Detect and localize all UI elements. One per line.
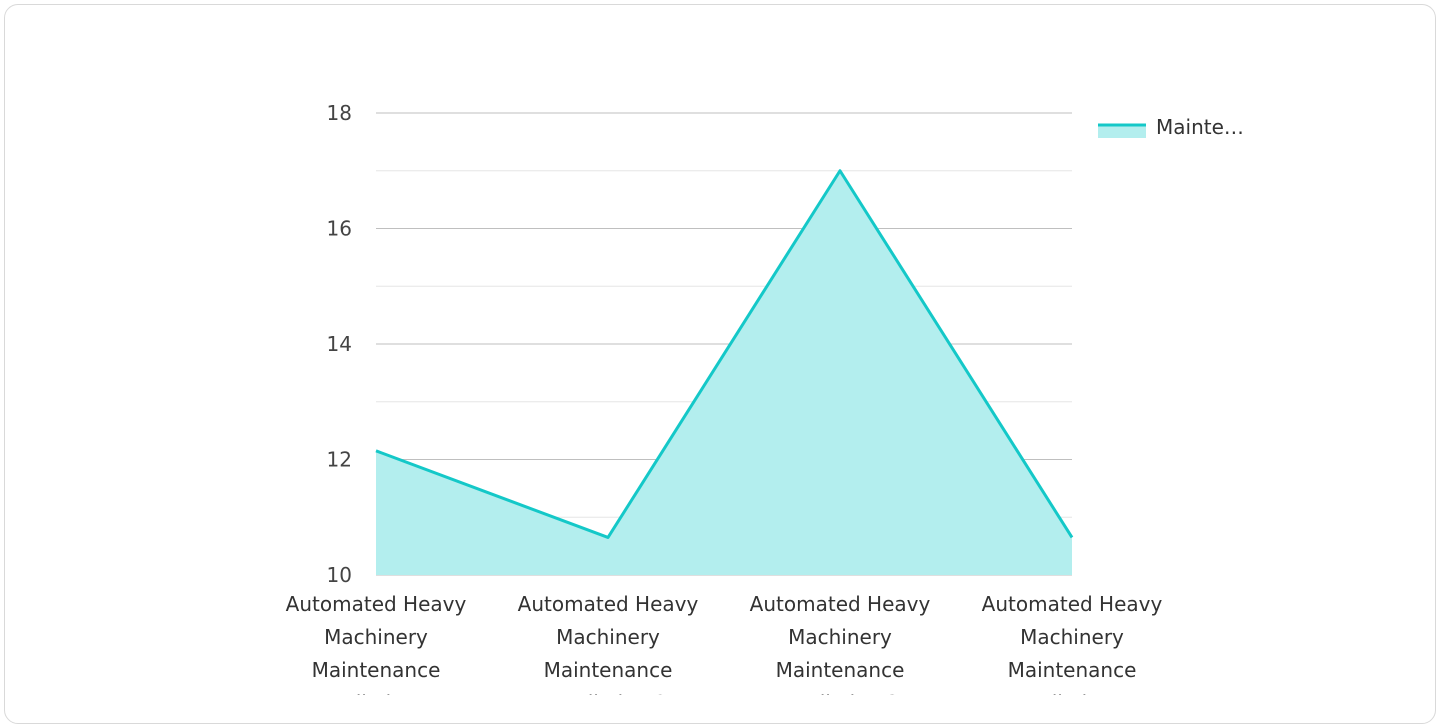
legend-item-label: Mainte… <box>1156 115 1244 139</box>
y-tick-label: 16 <box>327 217 352 241</box>
x-tick-label: Automated HeavyMachineryMaintenancePredi… <box>286 592 467 695</box>
series-area <box>376 170 1072 575</box>
x-tick-label: Automated HeavyMachineryMaintenancePredi… <box>750 592 931 695</box>
legend[interactable]: Mainte… <box>1098 115 1244 139</box>
area-chart: 10 12 14 16 18 Automated Heavy Machinery Maint… <box>286 101 1244 695</box>
x-tick-label: Automated HeavyMachineryMaintenancePredi… <box>982 592 1163 695</box>
legend-swatch-fill <box>1098 124 1146 138</box>
y-tick-label: 14 <box>327 332 352 356</box>
series-line <box>375 169 1074 539</box>
y-tick-label: 10 <box>327 563 352 587</box>
y-tick-label: 18 <box>327 101 352 125</box>
y-tick-label: 12 <box>327 448 352 472</box>
y-axis-ticks: 10 12 14 16 18 <box>327 101 352 587</box>
x-tick-label: Automated HeavyMachineryMaintenancePredi… <box>518 592 699 695</box>
x-axis-labels: Automated HeavyMachineryMaintenancePredi… <box>286 592 1163 695</box>
